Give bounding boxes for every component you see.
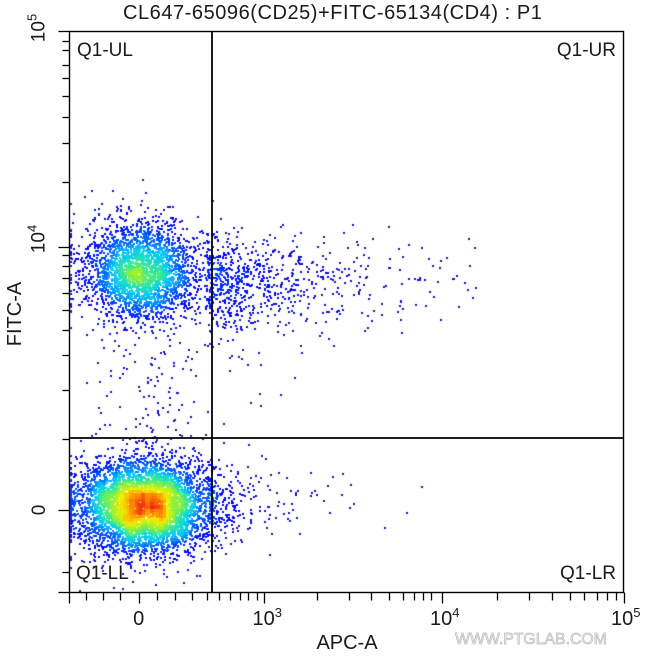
quadrant-label-ul: Q1-UL xyxy=(77,40,133,61)
y-tick-label-1e4: 104 xyxy=(25,224,51,253)
x-tick-label-base: 10 xyxy=(252,608,275,630)
dot-plot-area xyxy=(69,31,624,592)
x-tick-label-1e3: 103 xyxy=(252,605,282,631)
quadrant-label-lr: Q1-LR xyxy=(560,563,616,584)
y-tick-label-exponent: 4 xyxy=(24,224,40,232)
axis-ticks xyxy=(58,30,626,604)
x-tick-label-1e4: 104 xyxy=(430,605,459,631)
x-tick-label-base: 10 xyxy=(611,608,634,630)
watermark: WWW.PTGLAB.COM xyxy=(455,631,608,649)
x-tick-label-exponent: 5 xyxy=(633,605,641,620)
quadrant-label-ll: Q1-LL xyxy=(76,563,129,584)
x-tick-label-exponent: 4 xyxy=(452,605,460,620)
plot-frame xyxy=(68,30,625,594)
y-tick-label-base: 10 xyxy=(28,231,50,253)
x-axis-title: APC-A xyxy=(316,632,378,654)
x-tick-label-base: 10 xyxy=(430,608,453,630)
y-tick-label-1e5: 105 xyxy=(25,13,51,42)
x-tick-label-base: 0 xyxy=(133,608,145,630)
x-tick-label-0: 0 xyxy=(133,609,144,629)
y-tick-label-0: 0 xyxy=(29,504,50,516)
x-tick-label-exponent: 3 xyxy=(274,605,282,620)
chart-title: CL647-65096(CD25)+FITC-65134(CD4) : P1 xyxy=(123,2,543,24)
y-tick-label-base: 0 xyxy=(29,504,50,516)
quadrant-label-ur: Q1-UR xyxy=(556,40,616,61)
y-axis-title: FITC-A xyxy=(4,281,26,347)
x-tick-label-1e5: 105 xyxy=(611,605,640,631)
y-tick-label-base: 10 xyxy=(28,20,50,42)
y-tick-label-exponent: 5 xyxy=(24,13,40,21)
